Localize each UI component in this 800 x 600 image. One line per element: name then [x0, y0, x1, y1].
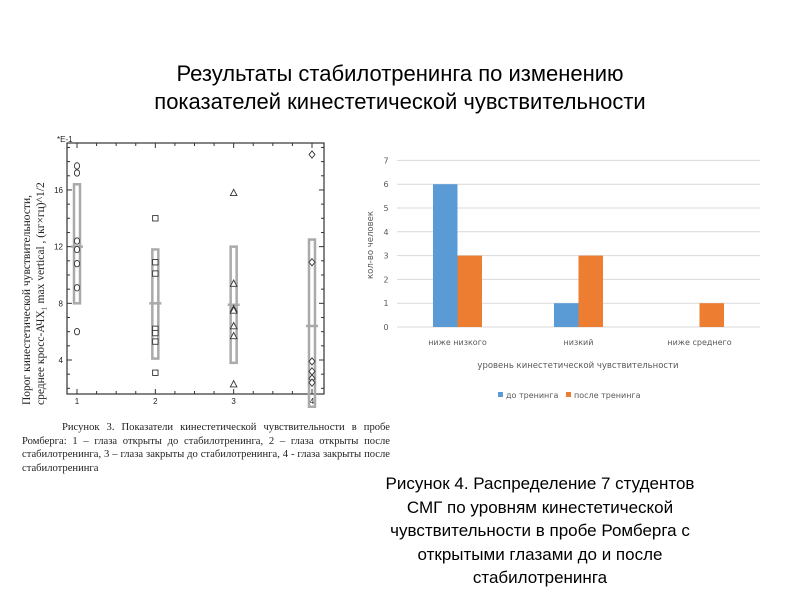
- data-point-diamond: [308, 150, 316, 159]
- data-point-square: [152, 369, 159, 376]
- bar-after: [457, 255, 482, 327]
- y-axis-title: кол-во человек: [366, 211, 376, 279]
- y-tick-label: 8: [59, 299, 64, 308]
- category-label: ниже низкого: [428, 338, 487, 347]
- y-tick-label: 6: [383, 180, 388, 189]
- caption-line: стабилотренинга: [472, 568, 608, 587]
- data-point-circle: [73, 328, 81, 336]
- range-box: [307, 238, 317, 409]
- group-4: [305, 150, 318, 409]
- bar-before: [554, 303, 579, 327]
- data-point-diamond: [308, 257, 316, 267]
- title-line-1: Результаты стабилотренинга по изменению: [176, 61, 624, 86]
- bar-before: [433, 184, 458, 327]
- x-axis-title: уровень кинестетической чувствительности: [477, 361, 678, 371]
- y-tick-label: 16: [54, 186, 63, 195]
- data-point-triangle: [229, 321, 238, 330]
- x-tick-label: 2: [153, 397, 158, 406]
- range-box: [72, 183, 82, 305]
- y-tick-label: 1: [383, 299, 388, 308]
- y-tick-label: 5: [383, 204, 388, 213]
- legend-label: до тренинга: [506, 391, 558, 400]
- group-3: [227, 188, 240, 388]
- data-point-square: [152, 329, 159, 337]
- y-tick-label: 12: [54, 243, 63, 252]
- data-point-circle: [73, 237, 81, 245]
- legend-swatch: [498, 392, 503, 397]
- data-point-triangle: [229, 279, 238, 287]
- y-multiplier-label: *E-1: [57, 135, 73, 144]
- data-point-square: [152, 338, 159, 345]
- plot-frame: [66, 142, 325, 395]
- category-label: ниже среднего: [667, 338, 731, 347]
- caption-line: чувствительности в пробе Ромберга с: [390, 521, 690, 540]
- y-axis-label-line-2: среднее кросс-АЧХ₁ max vertical , (кг×гц…: [35, 182, 47, 405]
- right-chart: 0 1 2 3 4 5 6 7 ниже низкого низкий ниже среднего у…: [366, 156, 760, 400]
- title-line-2: показателей кинестетической чувствительн…: [154, 89, 646, 114]
- x-tick-label: 1: [75, 397, 80, 406]
- y-tick-label: 4: [383, 228, 388, 237]
- category-label: низкий: [564, 338, 594, 347]
- data-point-circle: [73, 162, 81, 170]
- y-axis-label: Порог кинестетической чувствительности, с…: [21, 182, 47, 405]
- data-point-diamond: [308, 357, 316, 366]
- caption-line: СМГ по уровням кинестетической: [406, 497, 674, 517]
- x-tick-label: 4: [310, 397, 315, 406]
- data-point-square: [152, 259, 159, 266]
- y-tick-label: 0: [383, 323, 388, 332]
- y-tick-label: 2: [383, 275, 388, 284]
- y-tick-label: 4: [59, 356, 64, 365]
- legend-swatch: [566, 392, 571, 397]
- legend-label: после тренинга: [574, 391, 641, 400]
- group-1: [71, 162, 83, 336]
- caption-line: открытыми глазами до и после: [417, 544, 663, 564]
- figure-3-caption: Рисунок 3. Показатели кинестетической чу…: [22, 422, 390, 474]
- bar-after: [699, 303, 724, 327]
- data-point-square: [152, 270, 159, 277]
- y-tick-label: 7: [383, 156, 388, 165]
- x-tick-label: 3: [231, 397, 236, 406]
- bar-after: [578, 255, 603, 327]
- data-point-circle: [73, 245, 81, 254]
- data-point-circle: [73, 284, 81, 292]
- data-point-triangle: [229, 188, 238, 197]
- data-point-triangle: [229, 305, 238, 314]
- group-2: [149, 215, 162, 376]
- data-point-diamond: [308, 378, 316, 387]
- data-point-square: [152, 215, 159, 222]
- data-point-circle: [73, 259, 81, 268]
- y-tick-label: 3: [383, 252, 388, 261]
- slide-title: Результаты стабилотренинга по изменению …: [0, 60, 800, 116]
- figure-4-caption: Рисунок 4. Распределение 7 студентов СМГ…: [350, 472, 730, 590]
- data-point-circle: [73, 169, 81, 177]
- data-point-triangle: [229, 331, 238, 340]
- caption-line: Рисунок 4. Распределение 7 студентов: [385, 474, 695, 493]
- data-point-triangle: [229, 379, 238, 388]
- y-axis-label-line-1: Порог кинестетической чувствительности,: [21, 195, 33, 405]
- legend: до тренинга после тренинга: [498, 391, 641, 400]
